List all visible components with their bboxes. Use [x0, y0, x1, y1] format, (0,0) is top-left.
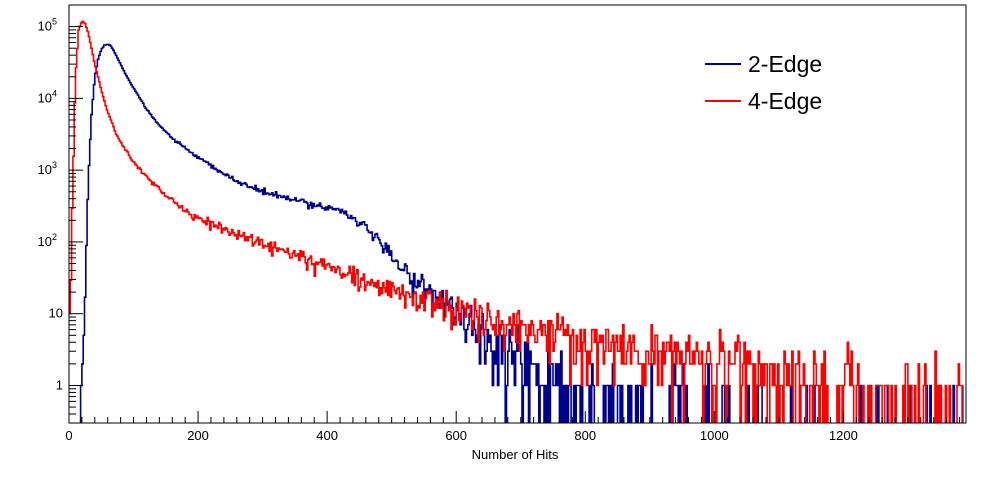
y-tick-label: 103: [38, 160, 57, 177]
legend-label: 2-Edge: [748, 51, 822, 77]
y-tick-label: 105: [38, 17, 57, 34]
x-axis: 0 200 400 600 800 1000 1200: [65, 411, 961, 443]
series-line-4-edge: [69, 20, 963, 423]
series-layer: [69, 20, 964, 423]
legend: 2-Edge 4-Edge: [705, 51, 822, 114]
series-line-2-edge: [79, 43, 956, 423]
legend-label: 4-Edge: [748, 88, 822, 114]
y-tick-label: 102: [38, 232, 57, 249]
x-tick-label: 400: [316, 428, 338, 443]
x-tick-label: 0: [65, 428, 72, 443]
y-tick-label: 1: [56, 377, 63, 392]
x-tick-label: 600: [445, 428, 467, 443]
x-tick-label: 800: [574, 428, 596, 443]
x-tick-label: 1000: [700, 428, 729, 443]
y-tick-label: 104: [38, 88, 57, 105]
x-tick-label: 200: [187, 428, 209, 443]
x-tick-label: 1200: [829, 428, 858, 443]
y-tick-label: 10: [49, 306, 63, 321]
x-axis-label: Number of Hits: [472, 447, 559, 462]
y-axis: 1 10 102 103 104 105: [38, 4, 83, 424]
plot-frame: [68, 4, 967, 424]
